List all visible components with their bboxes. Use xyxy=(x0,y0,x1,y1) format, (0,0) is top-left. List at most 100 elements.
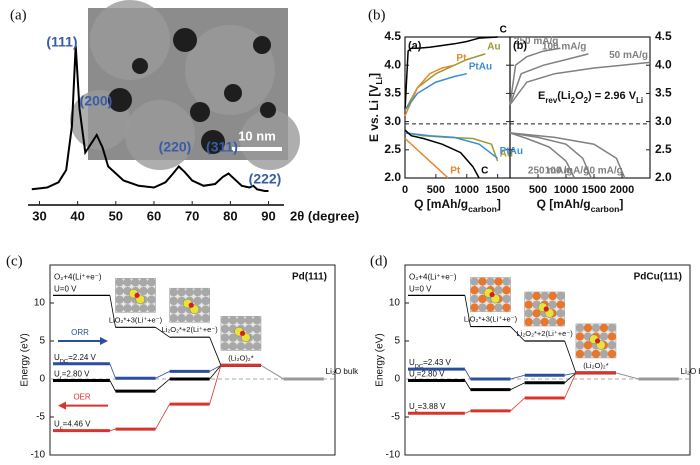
atom xyxy=(575,341,585,350)
atom xyxy=(470,303,479,312)
series-label: UDC=2.24 V xyxy=(54,353,97,364)
state-label: LiO₂*+3(Li⁺+e⁻) xyxy=(109,315,163,324)
subplot-title: (b) xyxy=(513,40,527,52)
connector xyxy=(109,363,116,379)
y-tick-label: 0 xyxy=(39,374,45,385)
atom xyxy=(524,291,533,301)
scale-bar-label: 10 nm xyxy=(238,128,276,143)
data-line xyxy=(404,64,455,117)
atom xyxy=(494,303,503,312)
atom xyxy=(147,286,156,296)
series-label: Ur=2.80 V xyxy=(54,370,90,381)
peak-label: (311) xyxy=(206,139,238,155)
series-label: 250 mA/g xyxy=(528,166,572,177)
oer-arrowhead xyxy=(58,401,66,410)
y-tick-label: 3.5 xyxy=(655,86,672,100)
atom xyxy=(591,323,601,333)
series-label: 100 mA/g xyxy=(542,42,586,53)
panel-label: (c) xyxy=(6,253,23,269)
atom xyxy=(201,296,210,306)
y-tick-label: 4.0 xyxy=(384,57,401,71)
y-tick-label: 5 xyxy=(39,336,45,347)
annotation-part: (Li xyxy=(557,90,570,102)
atom xyxy=(556,300,565,309)
connector xyxy=(564,372,577,376)
series-label-part: r xyxy=(415,375,417,381)
atom xyxy=(169,296,178,306)
atom xyxy=(177,314,186,323)
y-axis-label: Energy (eV) xyxy=(375,333,386,386)
connector xyxy=(464,295,471,327)
y-tick-label: 2.5 xyxy=(655,142,672,156)
y-tick-label: 0 xyxy=(394,374,400,385)
data-line xyxy=(404,72,467,111)
y-axis-label: Energy (eV) xyxy=(20,333,31,386)
series-label: C xyxy=(500,25,507,36)
atom xyxy=(139,286,148,296)
atom xyxy=(583,341,593,350)
atom xyxy=(201,288,210,297)
state-label: LiO₂*+3(Li⁺+e⁻) xyxy=(464,315,518,324)
atom xyxy=(540,317,549,327)
series-label-part: r xyxy=(60,375,62,381)
connector xyxy=(510,397,525,412)
annotation-part: E xyxy=(538,90,545,102)
state-label: Li₂O₂*+2(Li⁺+e⁻) xyxy=(162,325,219,334)
atom xyxy=(502,286,511,295)
atom xyxy=(532,309,541,318)
data-line xyxy=(509,132,626,179)
atom xyxy=(607,341,617,350)
connector xyxy=(209,337,222,366)
subplot-title: (a) xyxy=(408,40,422,52)
panel-label: (a) xyxy=(10,7,27,23)
state-label: Li₂O bulk xyxy=(681,367,700,376)
atom-o xyxy=(239,330,246,336)
atom xyxy=(185,314,194,323)
peak-label: (222) xyxy=(249,171,282,187)
atom xyxy=(556,317,565,327)
series-label-part: DC xyxy=(415,364,423,370)
atom xyxy=(115,295,124,304)
atom xyxy=(548,300,557,309)
atom xyxy=(478,303,487,312)
data-line xyxy=(404,129,480,179)
data-line xyxy=(404,137,449,179)
x-tick-label: 80 xyxy=(223,208,237,223)
x-axis-label: Q [mAh/gcarbon] xyxy=(537,197,624,214)
y-tick-label: 10 xyxy=(389,298,401,309)
atom-o xyxy=(594,338,601,344)
atom xyxy=(185,288,194,297)
y-axis-label: E vs. Li [VLi] xyxy=(367,73,384,142)
atom xyxy=(470,277,479,286)
data-line xyxy=(31,45,269,192)
x-tick-label: 1000 xyxy=(554,184,578,196)
x-tick-label: 1500 xyxy=(485,184,509,196)
x-tick-label: 500 xyxy=(427,184,445,196)
series-label: 50 mA/g xyxy=(584,166,623,177)
series-label: Uc=3.88 V xyxy=(409,402,446,413)
atom xyxy=(244,316,254,325)
atom xyxy=(486,303,495,312)
x-tick-label: 0 xyxy=(402,184,408,196)
series-label-part: =2.80 V xyxy=(62,370,90,379)
data-line xyxy=(404,132,499,159)
atom xyxy=(478,294,487,304)
chart-title: Pd(111) xyxy=(292,272,327,283)
atom xyxy=(139,278,148,287)
atom xyxy=(494,286,503,295)
panel-label: (d) xyxy=(370,253,388,269)
atom xyxy=(548,291,557,301)
atom xyxy=(252,333,262,342)
x-axis-label: 2θ (degree) xyxy=(290,208,359,223)
atom xyxy=(201,305,210,314)
connector xyxy=(564,372,577,399)
nanoparticle xyxy=(190,102,210,122)
atom xyxy=(244,342,254,351)
atom xyxy=(220,316,230,325)
series-label-part: U xyxy=(54,420,60,429)
atom xyxy=(583,349,593,359)
atom xyxy=(524,300,533,309)
atom xyxy=(139,304,148,313)
state-label: Li₂O₂*+2(Li⁺+e⁻) xyxy=(517,329,574,338)
state-label: O₂+4(Li⁺+e⁻) xyxy=(54,273,102,282)
